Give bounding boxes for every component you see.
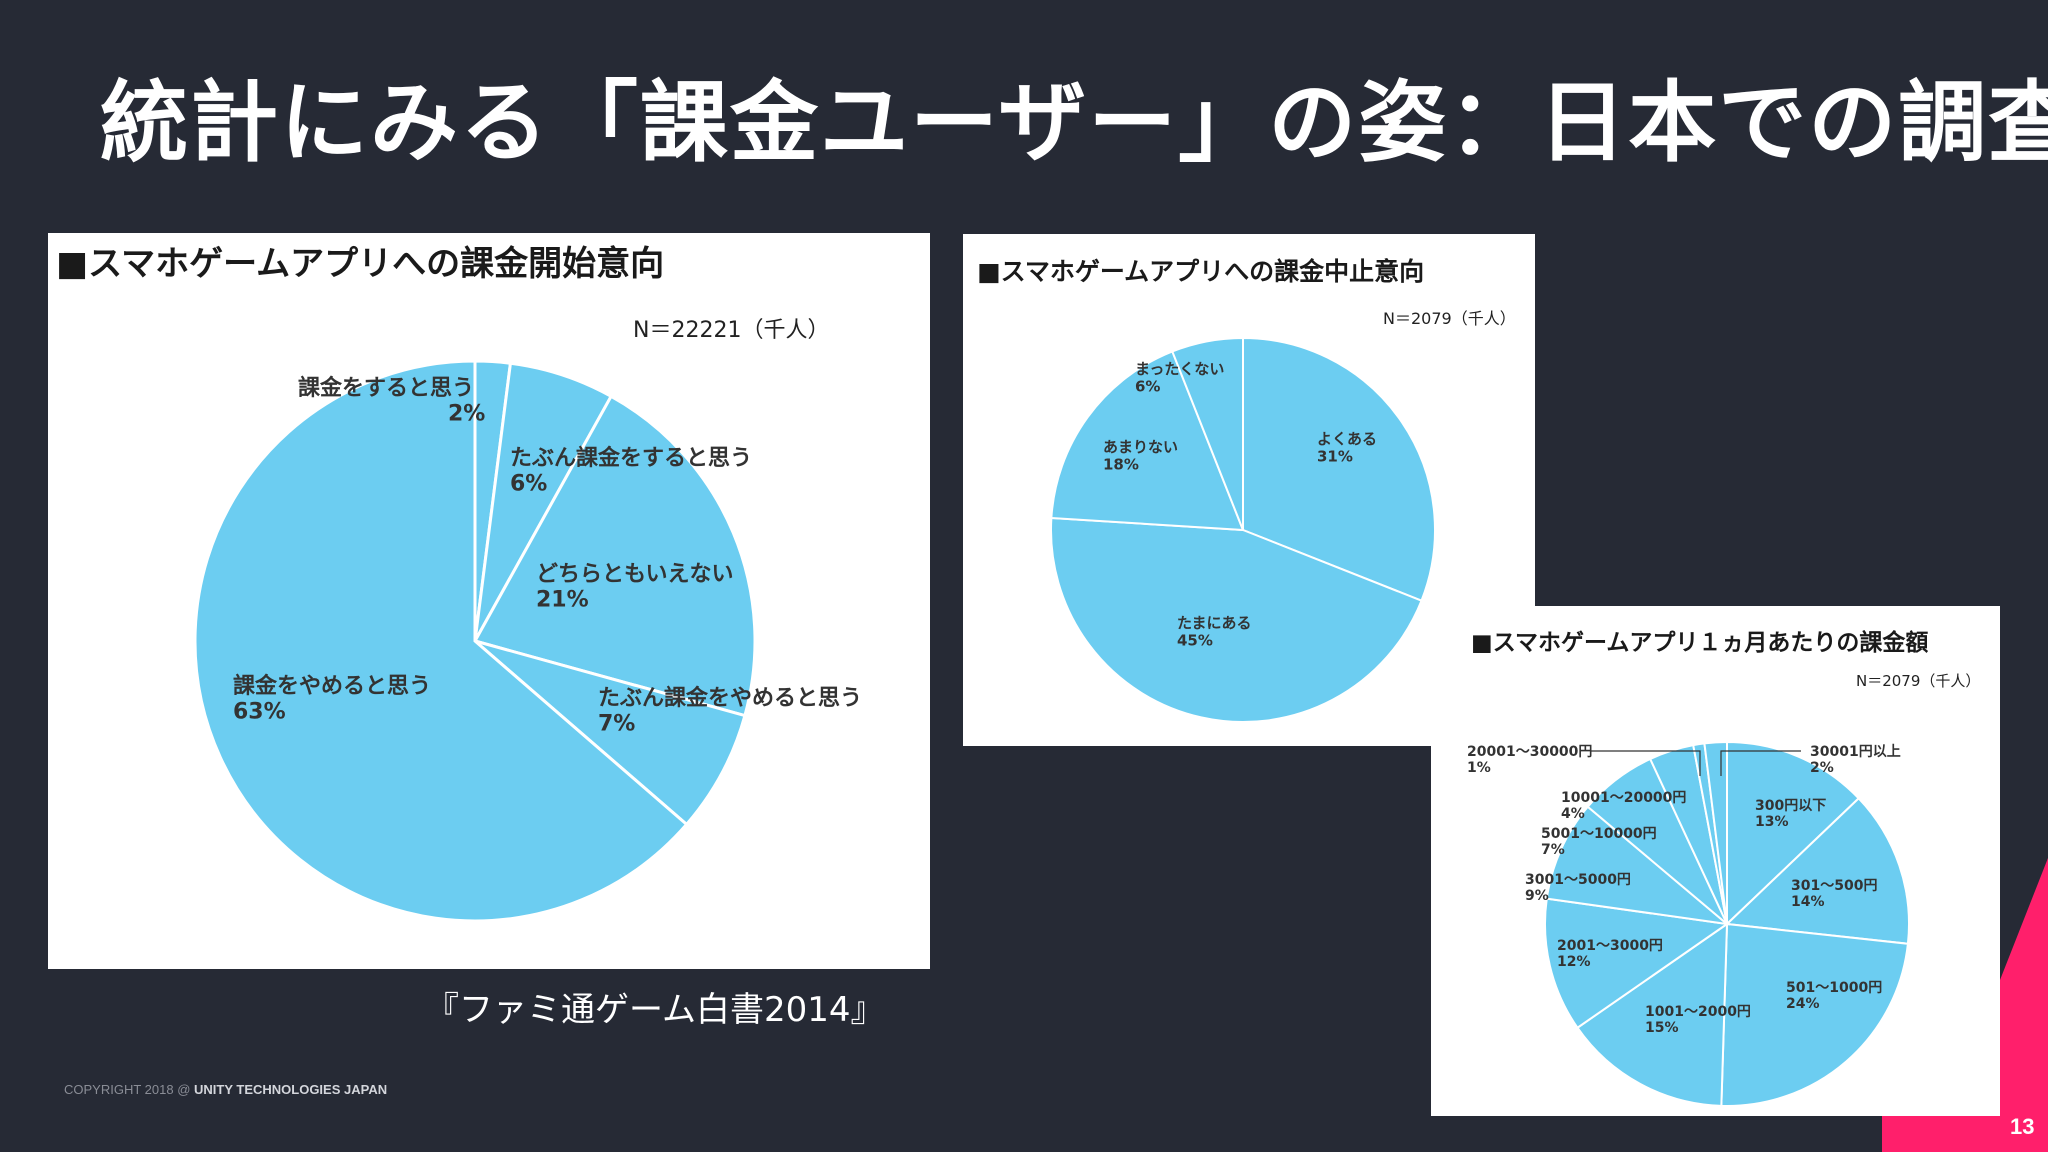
- pie-slice: [1050, 516, 1423, 723]
- leader-line: [1720, 750, 1801, 776]
- slice-label: 2001～3000円: [1557, 938, 1663, 954]
- pie-slice: [1171, 336, 1244, 531]
- chart-panel-monthly-spend: ■スマホゲームアプリ１ヵ月あたりの課金額 N＝2079（千人） 300円以下 13…: [1431, 606, 2000, 1116]
- pie-chart-monthly-spend: ■スマホゲームアプリ１ヵ月あたりの課金額 N＝2079（千人） 300円以下13…: [1467, 629, 1980, 1107]
- slice-value-label: 6%: [510, 471, 547, 496]
- slice-label: 30001円以上: [1810, 744, 1901, 760]
- copyright-company: UNITY TECHNOLOGIES JAPAN: [194, 1082, 388, 1097]
- slice-label: 20001～30000円: [1467, 744, 1592, 760]
- chart-n-label: N＝2079（千人）: [1856, 672, 1980, 690]
- pie-slice: [1545, 805, 1731, 926]
- slide-title: 統計にみる「課金ユーザー」の姿：日本での調査: [100, 71, 2048, 174]
- slice-label: 10001～20000円: [1561, 790, 1686, 806]
- slice-value-label: 4%: [1561, 806, 1585, 822]
- chart-n-label: N＝22221（千人）: [633, 318, 829, 343]
- slice-label: 課金をすると思う: [298, 375, 474, 401]
- slice-label: たぶん課金をやめると思う: [598, 685, 862, 711]
- slice-label: 301～500円: [1791, 878, 1877, 894]
- slice-value-label: 18%: [1103, 455, 1139, 473]
- pie-chart-start-intent: ■スマホゲームアプリへの課金開始意向 N＝22221（千人） 課金をすると思う2…: [56, 244, 862, 923]
- slice-value-label: 7%: [598, 711, 635, 736]
- slice-label: 1001～2000円: [1645, 1004, 1751, 1020]
- pie-slice: [1544, 897, 1730, 1030]
- page-number: 13: [2010, 1114, 2035, 1139]
- pie-slice: [1703, 740, 1728, 925]
- pie-slice: [472, 394, 757, 718]
- slice-label: たぶん課金をすると思う: [510, 445, 752, 471]
- slice-value-label: 6%: [1135, 377, 1160, 395]
- chart-n-label: N＝2079（千人）: [1383, 309, 1516, 328]
- slice-value-label: 15%: [1645, 1020, 1679, 1036]
- slice-label: あまりない: [1103, 438, 1178, 456]
- slice-value-label: 7%: [1541, 842, 1565, 858]
- chart-title: ■スマホゲームアプリ１ヵ月あたりの課金額: [1471, 629, 1928, 656]
- slice-value-label: 31%: [1317, 447, 1353, 465]
- chart-panel-start-intent: ■スマホゲームアプリへの課金開始意向 N＝22221（千人） 課金をすると思う 2…: [48, 233, 930, 969]
- pie-slice: [1050, 350, 1245, 532]
- slice-value-label: 9%: [1525, 888, 1549, 904]
- chart-panel-stop-intent: ■スマホゲームアプリへの課金中止意向 N＝2079（千人） よくある 31% たまに…: [963, 234, 1535, 746]
- chart-title: ■スマホゲームアプリへの課金中止意向: [977, 257, 1424, 286]
- pie-slice: [1726, 740, 1861, 927]
- pie-slice: [1576, 922, 1729, 1107]
- chart-title: ■スマホゲームアプリへの課金開始意向: [56, 244, 664, 284]
- slice-value-label: 2%: [1810, 760, 1834, 776]
- slice-value-label: 12%: [1557, 954, 1591, 970]
- slice-label: 501～1000円: [1786, 980, 1882, 996]
- slice-label: 課金をやめると思う: [233, 673, 431, 699]
- copyright-notice: COPYRIGHT 2018 @ UNITY TECHNOLOGIES JAPA…: [64, 1082, 387, 1097]
- slice-label: どちらともいえない: [536, 562, 734, 587]
- pie-slice: [1242, 336, 1436, 602]
- copyright-prefix: COPYRIGHT 2018 @: [64, 1082, 194, 1097]
- slice-value-label: 21%: [536, 587, 589, 612]
- pie-slice: [474, 639, 747, 827]
- slice-label: 5001～10000円: [1541, 826, 1657, 842]
- slice-label: たまにある: [1177, 614, 1252, 632]
- slice-value-label: 24%: [1786, 996, 1820, 1012]
- slice-label: よくある: [1317, 430, 1377, 448]
- source-citation: 『ファミ通ゲーム白書2014』: [425, 990, 885, 1030]
- slice-label: 3001～5000円: [1525, 872, 1631, 888]
- pie-slice: [193, 359, 689, 923]
- slice-label: まったくない: [1135, 360, 1224, 378]
- leader-line: [1591, 750, 1701, 776]
- slice-value-label: 2%: [448, 401, 485, 426]
- slice-value-label: 13%: [1755, 814, 1789, 830]
- slice-value-label: 14%: [1791, 894, 1825, 910]
- slice-label: 300円以下: [1755, 798, 1826, 814]
- slice-value-label: 63%: [233, 699, 286, 724]
- slice-value-label: 45%: [1177, 631, 1213, 649]
- slice-value-label: 1%: [1467, 760, 1491, 776]
